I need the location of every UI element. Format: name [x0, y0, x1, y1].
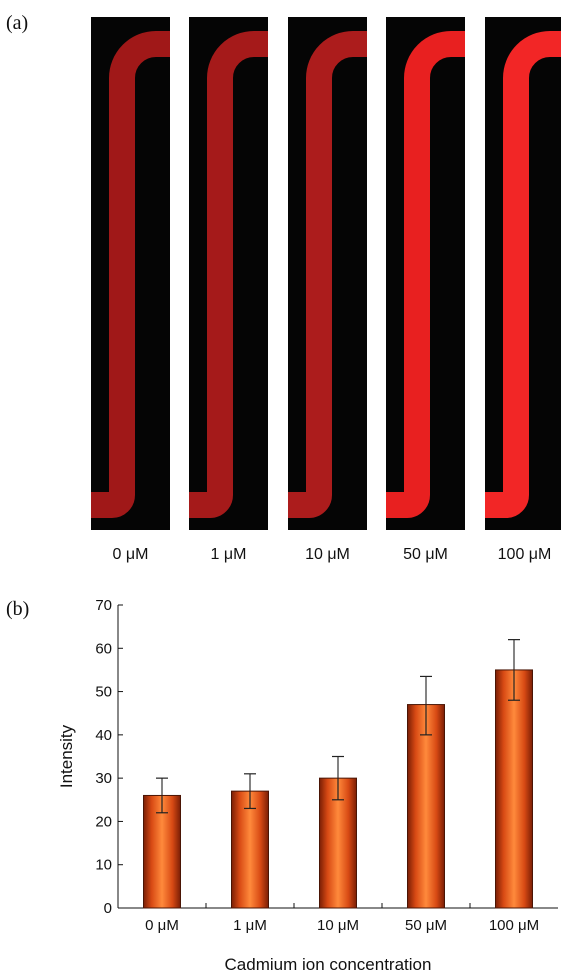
microchannel-3 [386, 31, 465, 518]
image-concentration-label: 50 μM [403, 546, 448, 563]
bar [143, 794, 181, 909]
intensity-bar-chart: 0 10 20 30 40 50 60 70 0 μM 1 μM 10 μM 50 μM 100 μM I… [57, 597, 558, 974]
y-tick-label: 10 [95, 857, 112, 874]
y-axis-title: Intensity [57, 724, 76, 788]
microchannel-0 [91, 31, 170, 518]
channel-image-4 [485, 17, 561, 530]
y-tick-label: 40 [95, 727, 112, 744]
image-concentration-label: 10 μM [305, 546, 350, 563]
y-tick-label: 60 [95, 640, 112, 657]
image-concentration-label: 1 μM [210, 546, 247, 563]
x-tick-label: 0 μM [145, 917, 179, 934]
y-tick-label: 30 [95, 770, 112, 787]
channel-image-0 [91, 17, 170, 530]
x-tick-label: 10 μM [317, 917, 359, 934]
microchannel-4 [485, 31, 561, 518]
channel-image-2 [288, 17, 367, 530]
bar [407, 704, 445, 909]
channel-image-3 [386, 17, 465, 530]
bar [495, 669, 533, 909]
bar [231, 790, 269, 909]
panel-a-label: (a) [6, 12, 29, 34]
y-tick-label: 0 [104, 900, 112, 917]
x-tick-label: 1 μM [233, 917, 267, 934]
y-tick-label: 70 [95, 597, 112, 614]
panel-b-label: (b) [6, 598, 30, 620]
y-tick-label: 50 [95, 684, 112, 701]
y-tick-label: 20 [95, 813, 112, 830]
x-tick-label: 100 μM [489, 917, 539, 934]
image-concentration-label: 100 μM [497, 546, 552, 563]
x-tick-label: 50 μM [405, 917, 447, 934]
channel-image-1 [189, 17, 268, 530]
microchannel-2 [288, 31, 367, 518]
x-axis-title: Cadmium ion concentration [225, 955, 432, 974]
microchannel-1 [189, 31, 268, 518]
image-concentration-label: 0 μM [112, 546, 149, 563]
